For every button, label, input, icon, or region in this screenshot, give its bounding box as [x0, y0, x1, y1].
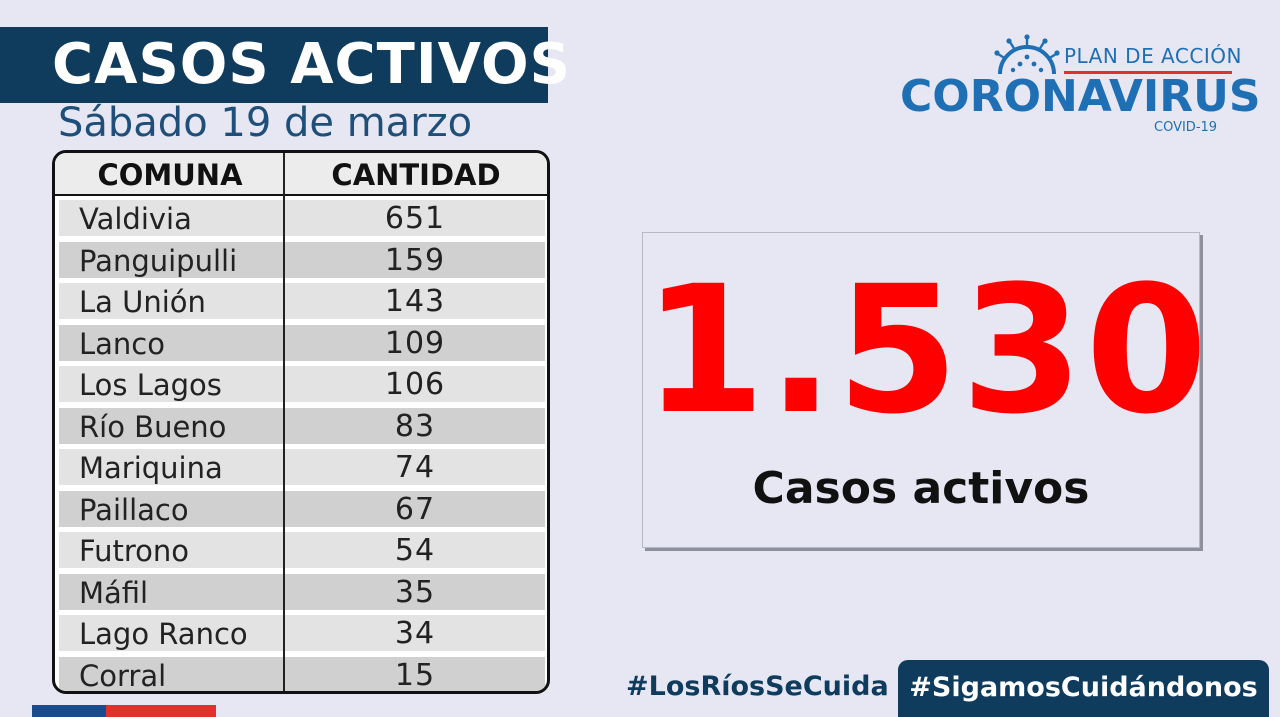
comuna-cell: Panguipulli: [79, 243, 238, 278]
cantidad-cell: 54: [394, 533, 436, 568]
cantidad-cell: 35: [394, 574, 436, 610]
page-title: CASOS ACTIVOS: [52, 32, 571, 97]
comuna-cell: Corral: [79, 658, 167, 693]
table-row: Los Lagos 106: [59, 366, 545, 402]
comuna-cell: Paillaco: [79, 492, 189, 527]
logo-sub: COVID-19: [1154, 120, 1218, 135]
table-row: Lanco 109: [59, 324, 545, 361]
table-row: Río Bueno 83: [59, 407, 545, 444]
cantidad-cell: 159: [384, 242, 446, 278]
table-row: Futrono 54: [59, 532, 545, 568]
cantidad-cell: 109: [384, 325, 446, 361]
table-row: Máfil 35: [59, 573, 545, 610]
cantidad-cell: 83: [394, 408, 436, 444]
table-row: Paillaco 67: [59, 490, 545, 527]
total-active-cases: 1.530: [643, 248, 1210, 453]
total-label: Casos activos: [752, 463, 1090, 514]
comuna-cell: La Unión: [79, 285, 206, 319]
cantidad-cell: 74: [394, 450, 436, 485]
column-header-comuna: COMUNA: [97, 158, 243, 192]
column-header-cantidad: CANTIDAD: [331, 158, 501, 192]
title-banner: CASOS ACTIVOS: [0, 27, 570, 103]
logo-plan-text: PLAN DE ACCIÓN: [1064, 44, 1242, 68]
cases-table: COMUNA CANTIDAD Valdivia 651 Panguipulli…: [52, 150, 550, 694]
logo-underline: [1064, 71, 1232, 74]
comuna-cell: Lanco: [79, 326, 165, 361]
virus-icon: [994, 34, 1060, 75]
comuna-cell: Lago Ranco: [79, 617, 248, 651]
comuna-cell: Valdivia: [79, 202, 192, 236]
stripe-red: [106, 705, 216, 717]
table-row: Corral 15: [59, 656, 545, 693]
table-row: Panguipulli 159: [59, 241, 545, 278]
table-row: Valdivia 651: [59, 200, 545, 236]
table-row: Lago Ranco 34: [59, 615, 545, 651]
comuna-cell: Mariquina: [79, 451, 223, 485]
logo-name: CORONAVIRUS: [900, 71, 1261, 122]
total-card: 1.530 Casos activos: [642, 232, 1210, 548]
comuna-cell: Río Bueno: [79, 409, 227, 444]
cantidad-cell: 15: [394, 657, 436, 693]
cantidad-cell: 34: [394, 616, 436, 651]
hashtag-sigamos: #SigamosCuidándonos: [909, 672, 1258, 703]
comuna-cell: Los Lagos: [79, 368, 222, 402]
cantidad-cell: 106: [384, 367, 446, 402]
table-row: Mariquina 74: [59, 449, 545, 485]
comuna-cell: Máfil: [79, 575, 149, 610]
table-row: La Unión 143: [59, 283, 545, 319]
hashtag-losrios: #LosRíosSeCuida: [626, 671, 889, 702]
stripe-blue: [32, 705, 106, 717]
cantidad-cell: 651: [384, 201, 446, 236]
date-subtitle: Sábado 19 de marzo: [58, 100, 473, 146]
column-divider: [283, 153, 285, 691]
comuna-cell: Futrono: [79, 534, 189, 568]
hashtag-banner: #SigamosCuidándonos: [898, 660, 1269, 717]
plan-logo: PLAN DE ACCIÓN CORONAVIRUS COVID-19: [900, 30, 1261, 140]
table-header: COMUNA CANTIDAD: [55, 153, 547, 196]
cantidad-cell: 67: [394, 491, 436, 527]
cantidad-cell: 143: [384, 284, 446, 319]
